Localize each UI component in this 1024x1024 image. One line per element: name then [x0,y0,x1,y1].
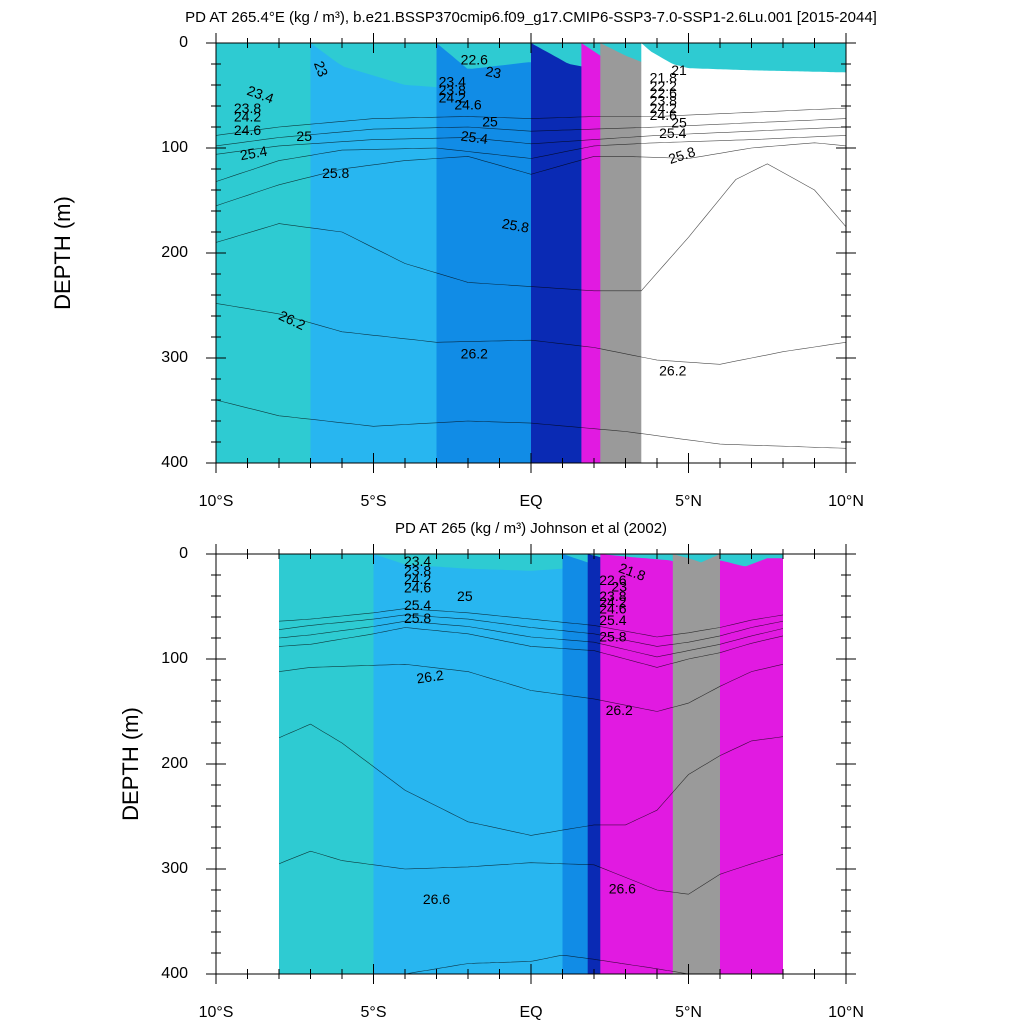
contour-label: 23.8 [599,588,626,604]
contour-line [279,627,783,668]
y-tick-label: 300 [161,860,188,877]
contour-line [216,118,846,147]
contour-label: 22.2 [650,78,677,94]
x-tick-label: EQ [519,493,542,510]
contour-label: 24.6 [234,122,261,138]
contour-fill-group [279,554,783,974]
contour-label: 21.8 [650,69,677,85]
contour-label: 23.4 [404,553,431,569]
y-tick-label: 400 [161,454,188,471]
contour-fill-band [672,554,720,974]
contour-label: 24.2 [404,571,431,587]
panel-top: PD AT 265.4°E (kg / m³), b.e21.BSSP370cm… [50,9,877,510]
contour-label: 22.6 [599,572,626,588]
y-tick-label: 100 [161,139,188,156]
x-tick-label: 10°S [199,493,234,510]
contour-line [279,723,783,836]
contour-label: 25.4 [599,612,626,628]
contour-label: 25.4 [460,127,489,147]
contour-line [279,614,783,647]
y-tick-label: 0 [179,34,188,51]
contour-label: 25.8 [501,215,531,236]
contour-fill-band [641,43,846,463]
y-tick-label: 0 [179,545,188,562]
contour-label: 23.8 [404,563,431,579]
contour-label: 25 [671,115,687,131]
y-tick-label: 200 [161,244,188,261]
contour-label: 26.2 [659,362,686,378]
contour-label: 23 [611,578,627,594]
contour-label: 26.2 [415,667,444,687]
contour-label: 25 [482,114,498,130]
contour-label: 25.8 [404,610,431,626]
contour-label: 26.2 [461,346,488,362]
contour-line [279,663,783,712]
y-axis-label: DEPTH (m) [118,707,143,821]
contour-label: 23.8 [234,100,261,116]
y-tick-label: 400 [161,965,188,982]
panel-bottom: PD AT 265 (kg / m³) Johnson et al (2002)… [118,520,864,1021]
chart-title: PD AT 265.4°E (kg / m³), b.e21.BSSP370cm… [185,9,877,26]
contour-line [404,955,689,974]
contour-label: 25 [296,128,312,144]
contour-label: 23 [484,63,502,81]
contour-line [216,303,846,365]
y-axis-label: DEPTH (m) [50,196,75,310]
contour-label: 24.2 [439,89,466,105]
contour-line [279,620,783,658]
contour-label: 24.2 [234,108,261,124]
contour-label: 26.6 [423,891,450,907]
contour-label: 25.4 [404,597,431,613]
contour-fill-group [216,43,846,463]
x-tick-label: 5°N [675,493,702,510]
x-tick-label: 5°S [361,493,387,510]
x-tick-label: 10°N [828,1004,864,1021]
contour-line [279,850,783,895]
plot-area: 23 22.62323.423.824.224.62525.425.825.825… [161,33,864,510]
contour-line [216,126,846,155]
x-tick-label: 10°S [199,1004,234,1021]
contour-label: 23 [311,59,331,79]
contour-line [279,608,783,638]
contour-line [216,163,846,292]
contour-label: 25.4 [239,143,269,164]
contour-label: 26.6 [609,881,636,897]
contour-line [216,399,846,449]
y-tick-label: 200 [161,755,188,772]
contour-label: 24.2 [599,594,626,610]
contour-label: 25.4 [659,125,686,141]
y-tick-label: 300 [161,349,188,366]
contour-label: 25.8 [599,629,626,645]
contour-label: 24.6 [454,97,481,113]
contour-line [216,135,846,182]
contour-label: 24.6 [599,600,626,616]
contour-label: 26.2 [606,702,633,718]
x-tick-label: EQ [519,1004,542,1021]
contour-label: 24.6 [404,579,431,595]
contour-label: 25.8 [322,165,349,181]
contour-label: 22.6 [461,52,488,68]
contour-label: 23.8 [439,82,466,98]
contour-label: 23.4 [439,74,466,90]
y-tick-label: 100 [161,650,188,667]
x-tick-label: 5°N [675,1004,702,1021]
contour-line [216,142,846,207]
contour-label: 23.8 [650,93,677,109]
x-tick-label: 10°N [828,493,864,510]
contour-label: 21 [671,62,687,78]
x-tick-label: 5°S [361,1004,387,1021]
plot-area: 23.423.824.224.62525.425.826.226.226.626… [161,544,864,1021]
contour-line [216,107,846,136]
contour-label: 25 [457,588,473,604]
contour-label: 22.6 [650,85,677,101]
contour-label: 24.6 [650,107,677,123]
chart-title: PD AT 265 (kg / m³) Johnson et al (2002) [395,520,667,537]
contour-label: 24.2 [650,100,677,116]
